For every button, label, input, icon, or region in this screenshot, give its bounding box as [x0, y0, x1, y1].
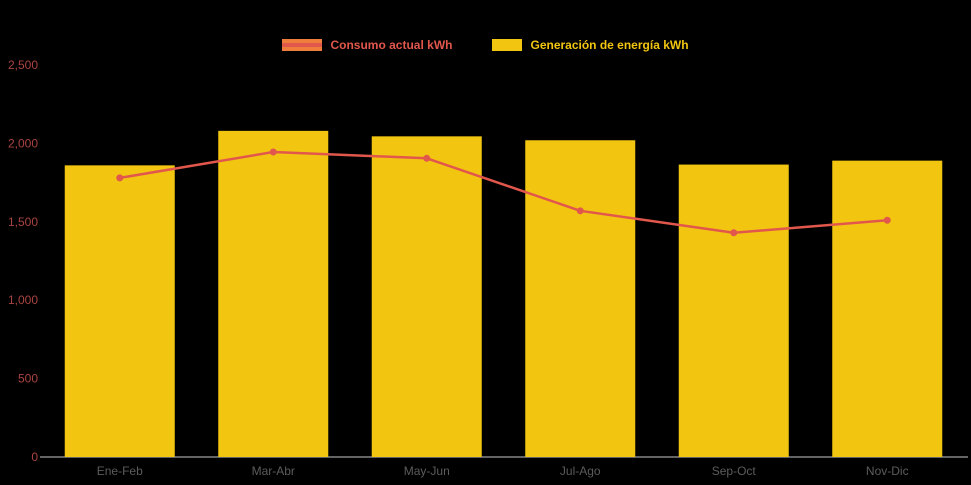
legend-label-generacion: Generación de energía kWh — [530, 38, 689, 52]
line-point-Jul-Ago[interactable] — [576, 207, 584, 215]
bar-series-legend-icon — [492, 39, 523, 51]
x-tick-label: Mar-Abr — [252, 464, 295, 478]
line-point-Sep-Oct[interactable] — [730, 229, 738, 237]
line-point-May-Jun[interactable] — [423, 154, 431, 162]
legend-item-generacion[interactable]: Generación de energía kWh — [492, 38, 689, 52]
x-tick-label: Jul-Ago — [560, 464, 601, 478]
line-point-Ene-Feb[interactable] — [116, 174, 124, 182]
bar-Ene-Feb[interactable] — [64, 165, 175, 458]
bar-Jul-Ago[interactable] — [525, 140, 636, 458]
line-point-Mar-Abr[interactable] — [269, 148, 277, 156]
x-tick-label: Sep-Oct — [712, 464, 757, 478]
line-series-legend-icon — [282, 39, 323, 51]
y-tick-label: 500 — [18, 372, 38, 386]
y-tick-label: 1,500 — [8, 215, 38, 229]
x-tick-label: Ene-Feb — [97, 464, 143, 478]
y-tick-label: 2,000 — [8, 136, 38, 150]
y-tick-label: 1,000 — [8, 293, 38, 307]
line-point-Nov-Dic[interactable] — [883, 216, 891, 224]
x-tick-label: Nov-Dic — [866, 464, 909, 478]
y-tick-label: 2,500 — [8, 58, 38, 72]
x-tick-label: May-Jun — [404, 464, 450, 478]
legend-item-consumo[interactable]: Consumo actual kWh — [282, 38, 452, 52]
legend: Consumo actual kWh Generación de energía… — [0, 38, 971, 52]
bar-Mar-Abr[interactable] — [218, 130, 329, 457]
y-tick-label: 0 — [31, 450, 38, 464]
bar-May-Jun[interactable] — [371, 136, 482, 457]
line-series — [118, 150, 889, 235]
bar-Sep-Oct[interactable] — [678, 164, 789, 457]
legend-label-consumo: Consumo actual kWh — [330, 38, 453, 52]
line-series-legend-icon-core — [282, 43, 323, 47]
bar-Nov-Dic[interactable] — [832, 160, 943, 457]
